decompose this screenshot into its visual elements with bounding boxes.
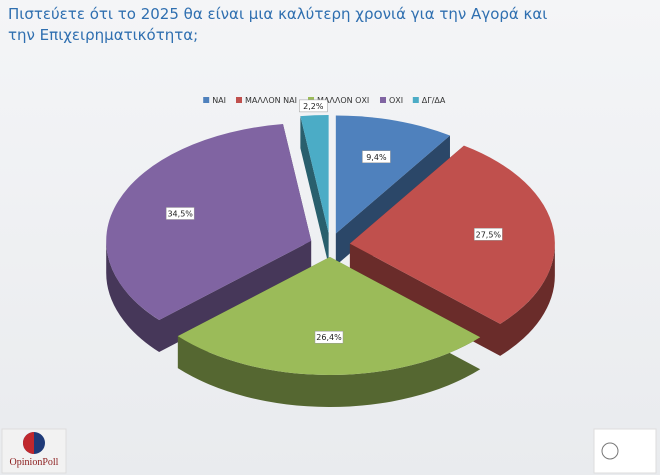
slice bbox=[335, 115, 450, 234]
value-label: 9,4% bbox=[366, 153, 387, 162]
value-label: 34,5% bbox=[167, 209, 193, 218]
slice bbox=[106, 124, 312, 321]
legend-label: ΔΓ/ΔΑ bbox=[422, 96, 446, 105]
slice-side bbox=[335, 115, 450, 266]
value-label-box bbox=[165, 207, 195, 220]
value-label: 2,2% bbox=[303, 102, 324, 111]
slice-side bbox=[349, 145, 555, 356]
logo-icon-half bbox=[23, 432, 34, 454]
value-label-box bbox=[362, 150, 391, 164]
value-label-box bbox=[474, 228, 503, 241]
logo-text: OpinionPoll bbox=[10, 457, 59, 468]
value-label-box bbox=[299, 99, 328, 113]
legend-swatch bbox=[236, 97, 242, 103]
legend-label: ΜΑΛΛΟΝ ΝΑΙ bbox=[245, 96, 297, 105]
legend-swatch bbox=[412, 97, 419, 103]
legend-swatch bbox=[380, 97, 386, 103]
value-label: 26,4% bbox=[316, 333, 342, 342]
chart-title: Πιστεύετε ότι το 2025 θα είναι μια καλύτ… bbox=[8, 5, 548, 44]
slice bbox=[177, 256, 481, 375]
slice-side bbox=[177, 256, 481, 407]
legend-label: ΟΧΙ bbox=[389, 96, 403, 105]
partner-logo-icon bbox=[601, 442, 619, 460]
legend-label: ΝΑΙ bbox=[212, 96, 226, 105]
value-label: 27,5% bbox=[476, 230, 502, 239]
slice bbox=[300, 115, 329, 234]
value-label-box bbox=[314, 330, 344, 344]
slice-side bbox=[300, 115, 329, 266]
legend-label: ΜΑΛΛΟΝ ΟΧΙ bbox=[317, 96, 369, 105]
partner-logo bbox=[593, 428, 657, 474]
slice bbox=[349, 145, 555, 324]
legend-swatch bbox=[203, 97, 210, 103]
